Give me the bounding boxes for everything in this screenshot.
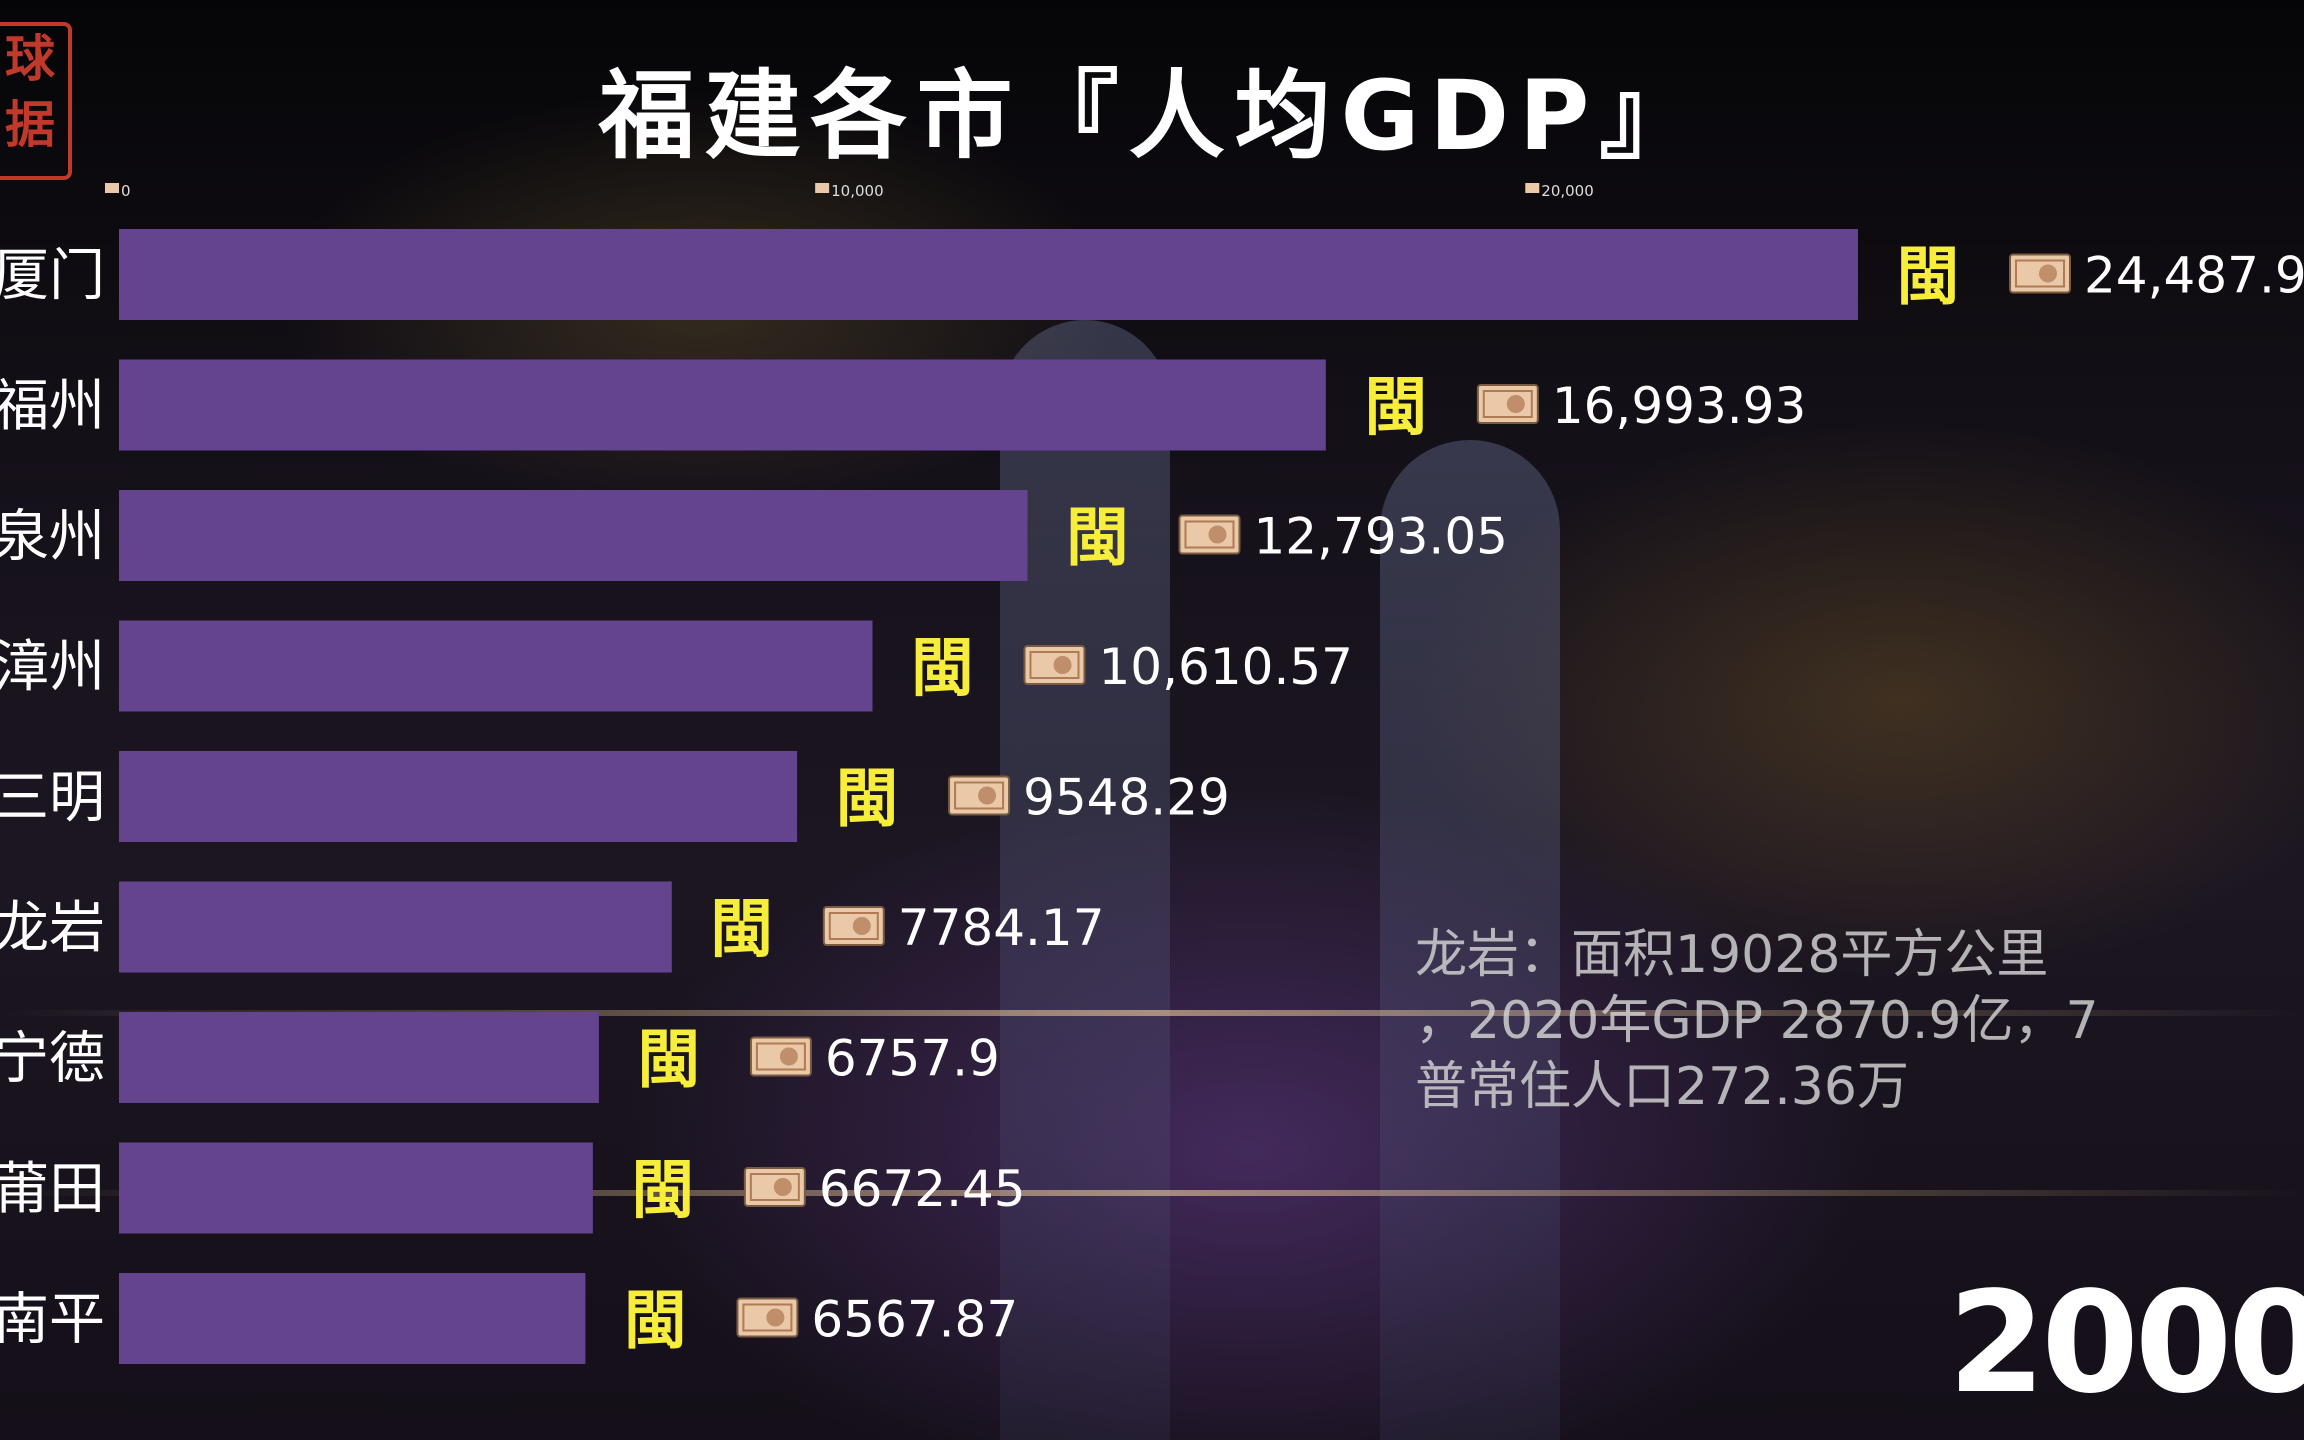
bar xyxy=(119,359,1326,451)
background-bridge-lights xyxy=(0,1190,2304,1196)
bar xyxy=(119,1012,599,1103)
category-label: 厦门 xyxy=(0,244,105,309)
background-bridge-lights xyxy=(0,1010,2304,1016)
chart-title: 福建各市『人均GDP』 xyxy=(598,60,1706,172)
bar xyxy=(119,1142,593,1234)
banknote-icon xyxy=(948,775,1011,816)
value-label: 6757.9 xyxy=(825,1030,1000,1088)
bar xyxy=(119,490,1028,581)
category-label: 泉州 xyxy=(0,505,105,570)
background-tower xyxy=(1380,440,1560,1440)
fujian-emblem-icon: 閩 xyxy=(1896,240,1960,315)
bar xyxy=(119,881,672,973)
x-tick-icon xyxy=(1525,183,1540,193)
bar xyxy=(119,229,1858,320)
fujian-emblem-icon: 閩 xyxy=(911,631,975,706)
city-info-annotation: 龙岩：面积19028平方公里 ，2020年GDP 2870.9亿，7 普常住人口… xyxy=(1415,925,2099,1117)
value-label: 16,993.93 xyxy=(1552,377,1806,435)
x-tick-icon xyxy=(105,183,119,193)
x-tick-label: 0 xyxy=(121,182,131,200)
year-indicator: 2000年 xyxy=(1948,1262,2304,1425)
category-label: 龙岩 xyxy=(0,896,105,961)
value-label: 12,793.05 xyxy=(1253,508,1507,566)
banknote-icon xyxy=(749,1036,812,1077)
x-tick-icon xyxy=(815,183,830,193)
category-label: 福州 xyxy=(0,374,105,439)
category-label: 莆田 xyxy=(0,1157,105,1222)
category-label: 三明 xyxy=(0,766,105,831)
category-label: 南平 xyxy=(0,1288,105,1353)
bar xyxy=(119,620,873,712)
value-label: 7784.17 xyxy=(898,899,1105,957)
x-tick-label: 20,000 xyxy=(1541,182,1594,200)
value-label: 9548.29 xyxy=(1023,769,1230,827)
category-label: 宁德 xyxy=(0,1027,105,1092)
banknote-icon xyxy=(822,906,885,946)
bar xyxy=(119,751,798,842)
fujian-emblem-icon: 閩 xyxy=(1364,370,1428,445)
banknote-icon xyxy=(736,1297,799,1338)
x-tick-label: 10,000 xyxy=(831,182,884,200)
banknote-icon xyxy=(1476,384,1539,424)
fujian-emblem-icon: 閩 xyxy=(835,762,899,837)
background-tower xyxy=(1000,320,1170,1440)
value-label: 10,610.57 xyxy=(1099,638,1353,696)
fujian-emblem-icon: 閩 xyxy=(637,1023,701,1098)
value-label: 6567.87 xyxy=(811,1291,1018,1349)
fujian-emblem-icon: 閩 xyxy=(710,892,774,967)
banknote-icon xyxy=(1178,514,1241,555)
channel-logo-seal: 球据 xyxy=(0,22,72,180)
value-label: 6672.45 xyxy=(819,1160,1026,1218)
banknote-icon xyxy=(1023,645,1086,685)
fujian-emblem-icon: 閩 xyxy=(631,1153,695,1228)
fujian-emblem-icon: 閩 xyxy=(623,1284,687,1359)
banknote-icon xyxy=(2009,253,2071,294)
category-label: 漳州 xyxy=(0,635,105,700)
banknote-icon xyxy=(743,1167,806,1207)
bar xyxy=(119,1273,586,1364)
fujian-emblem-icon: 閩 xyxy=(1065,501,1129,576)
value-label: 24,487.97 xyxy=(2084,247,2304,305)
